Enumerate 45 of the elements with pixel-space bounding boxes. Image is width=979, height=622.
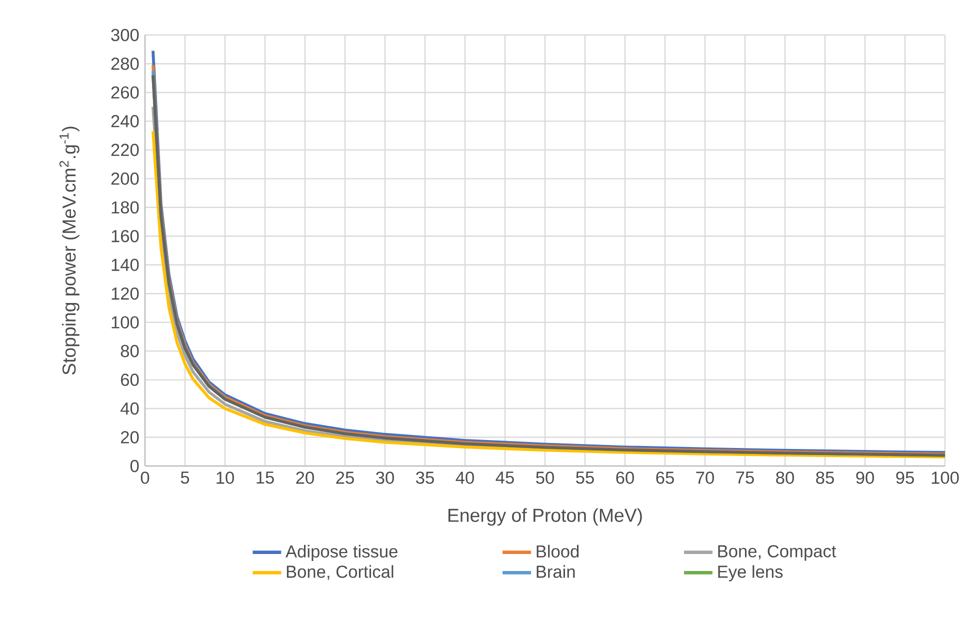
x-tick-label: 15 bbox=[256, 472, 274, 484]
y-tick-label: 220 bbox=[111, 144, 139, 156]
legend-label: Adipose tissue bbox=[286, 544, 398, 562]
legend-label: Bone, Compact bbox=[718, 545, 836, 561]
x-tick-label: 20 bbox=[296, 472, 314, 484]
legend-label: Eye lens bbox=[718, 565, 783, 582]
x-tick-label: 45 bbox=[496, 472, 514, 484]
x-tick-label: 80 bbox=[776, 472, 794, 484]
x-axis-title: Energy of Proton (MeV) bbox=[448, 508, 642, 526]
y-tick-label: 40 bbox=[120, 402, 139, 415]
y-tick-label: 100 bbox=[112, 316, 139, 328]
x-tick-label: 55 bbox=[576, 472, 594, 484]
y-tick-label: 300 bbox=[111, 28, 139, 42]
x-tick-label: 70 bbox=[696, 472, 714, 484]
y-tick-label: 240 bbox=[111, 115, 139, 128]
y-tick-label: 60 bbox=[121, 374, 139, 386]
y-tick-label: 180 bbox=[112, 201, 139, 214]
x-tick-label: 35 bbox=[416, 472, 434, 484]
x-tick-label: 95 bbox=[896, 472, 914, 484]
x-tick-label: 60 bbox=[616, 472, 634, 484]
y-tick-label: 20 bbox=[121, 431, 139, 444]
legend-label: Bone, Cortical bbox=[286, 565, 394, 580]
y-tick-label: 160 bbox=[112, 230, 139, 242]
x-tick-label: 75 bbox=[736, 472, 754, 484]
x-tick-label: 30 bbox=[376, 472, 394, 484]
x-tick-label: 0 bbox=[140, 472, 150, 484]
x-tick-label: 90 bbox=[856, 472, 874, 484]
y-tick-label: 80 bbox=[120, 344, 139, 358]
y-tick-label: 140 bbox=[112, 258, 139, 271]
y-axis-title: Stopping power (MeV.cm$^{2}$.g$^{-1}$) bbox=[59, 126, 80, 375]
x-tick-label: 100 bbox=[932, 472, 959, 484]
y-tick-label: 280 bbox=[111, 58, 139, 70]
y-tick-label: 200 bbox=[111, 172, 139, 185]
legend-label: Blood bbox=[536, 544, 579, 558]
x-tick-label: 5 bbox=[180, 472, 190, 484]
y-tick-label: 260 bbox=[111, 86, 139, 99]
y-tick-label: 120 bbox=[112, 287, 139, 300]
legend-label: Brain bbox=[536, 565, 575, 578]
x-tick-label: 25 bbox=[336, 472, 354, 484]
x-tick-label: 40 bbox=[456, 472, 474, 484]
y-tick-label: 0 bbox=[130, 460, 139, 472]
x-tick-label: 85 bbox=[816, 472, 834, 484]
x-tick-label: 10 bbox=[216, 472, 234, 484]
x-tick-label: 50 bbox=[536, 472, 554, 484]
x-tick-label: 65 bbox=[656, 472, 674, 484]
